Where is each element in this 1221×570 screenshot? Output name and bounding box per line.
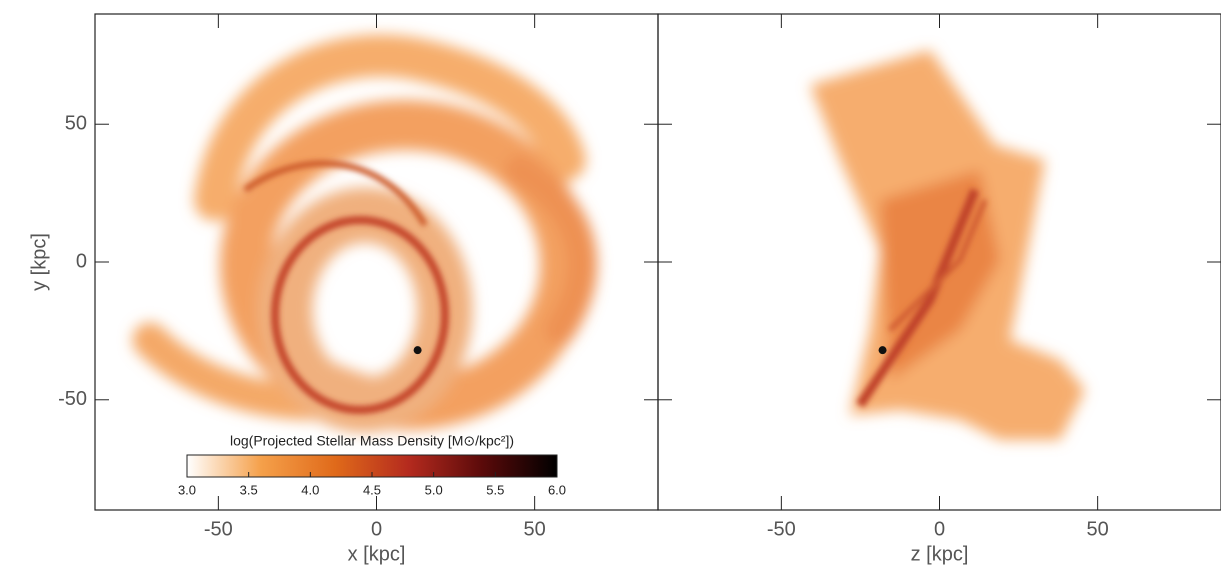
x-axis-label: x [kpc] [348,543,406,565]
colorbar-tick-label: 5.0 [425,482,443,497]
x-tick-label: 0 [934,518,945,540]
x-tick-label: 50 [524,518,546,540]
colorbar-tick-label: 5.5 [486,482,504,497]
y-tick-label: 50 [65,113,87,135]
x-axis-label: z [kpc] [911,543,969,565]
density-map-left [132,34,597,433]
y-axis-label: y [kpc] [28,233,50,291]
y-tick-label: -50 [58,388,87,410]
colorbar-tick-label: 6.0 [548,482,566,497]
colorbar-tick-label: 3.0 [178,482,196,497]
colorbar-tick-label: 3.5 [240,482,258,497]
colorbar-title: log(Projected Stellar Mass Density [M⊙/k… [230,433,514,449]
x-tick-label: -50 [767,518,796,540]
marker [413,346,422,355]
x-tick-label: -50 [204,518,233,540]
y-tick-label: 0 [76,250,87,272]
colorbar-tick-label: 4.0 [301,482,319,497]
density-map-right [810,50,1085,440]
colorbar-tick-label: 4.5 [363,482,381,497]
x-tick-label: 50 [1087,518,1109,540]
x-tick-label: 0 [371,518,382,540]
marker [878,346,887,355]
